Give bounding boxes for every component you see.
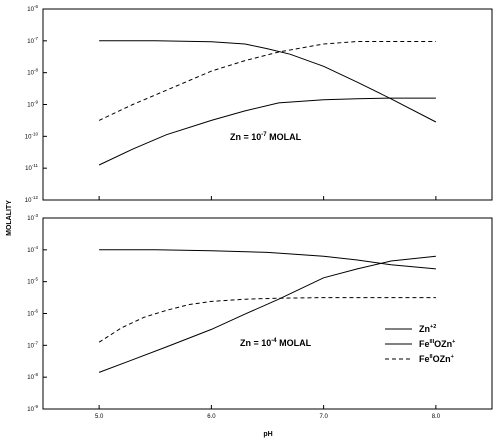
x-axis-label: pH [263, 431, 272, 438]
series-line-3 [98, 41, 436, 121]
y-tick-label: 10-6 [27, 309, 38, 318]
y-tick-label: 10-8 [27, 372, 38, 381]
y-tick-label: 10-12 [25, 195, 39, 204]
legend-label: Zn+2 [419, 324, 436, 334]
y-tick-label: 10-7 [27, 36, 38, 45]
legend-label: FeIIIOZn+ [419, 339, 455, 349]
series-line-2 [98, 255, 436, 373]
series-line-1 [99, 40, 437, 123]
plot-frame [42, 217, 493, 410]
legend-label: FeIIOZn+ [419, 354, 454, 364]
zn-annotation: Zn = 10-4 MOLAL [240, 338, 312, 348]
x-tick-label: 5.0 [95, 414, 104, 420]
y-tick-label: 10-6 [27, 4, 38, 13]
x-tick-label: 6.0 [207, 414, 216, 420]
x-tick-label: 8.0 [432, 414, 441, 420]
y-tick-label: 10-9 [27, 100, 38, 109]
y-tick-label: 10-10 [25, 131, 39, 140]
y-tick-label: 10-5 [27, 277, 38, 286]
series-line-3 [98, 297, 436, 343]
series-line-2 [98, 97, 436, 166]
plot-frame [42, 8, 493, 201]
zn-annotation: Zn = 10-7 MOLAL [230, 132, 302, 142]
y-tick-label: 10-11 [25, 163, 38, 172]
y-tick-label: 10-3 [27, 213, 38, 222]
y-tick-label: 10-4 [27, 245, 38, 254]
legend: Zn+2 FeIIIOZn+ FeIIOZn+ [385, 324, 455, 364]
chart-panel-2: 10-3 10-4 10-5 10-6 10-7 10-8 10-9 5.0 6.0 7.0 8.0… [27, 213, 493, 420]
y-axis-label: MOLALITY [6, 200, 13, 236]
chart-panel-1: 10-6 10-7 10-8 10-9 10-10 10-11 10-12 Zn = 10-7… [25, 4, 493, 204]
y-tick-label: 10-7 [27, 340, 38, 349]
y-tick-label: 10-9 [27, 404, 38, 413]
x-tick-label: 7.0 [319, 414, 328, 420]
y-tick-label: 10-8 [27, 68, 38, 77]
series-line-1 [99, 249, 436, 270]
